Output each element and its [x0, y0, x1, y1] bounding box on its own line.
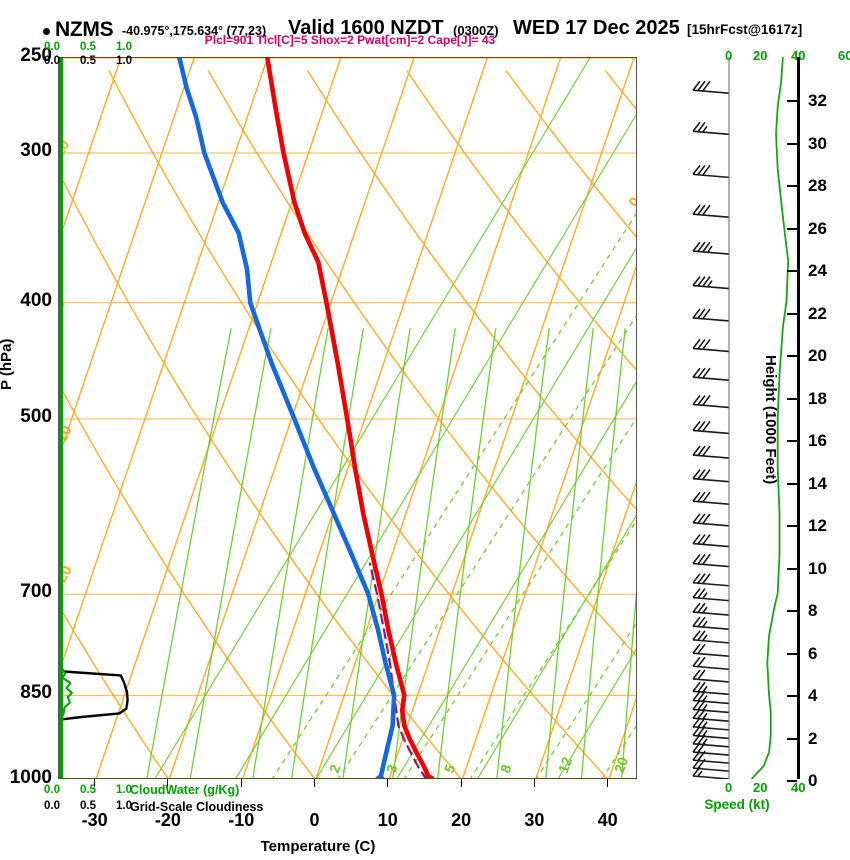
wind-speed-panel — [667, 57, 789, 779]
height-tick-mark — [787, 142, 797, 145]
height-tick-mark — [787, 482, 797, 485]
height-tick-18: 18 — [808, 388, 827, 408]
station-coordinates: -40.975°,175.634° (77,23) — [122, 24, 267, 38]
cloudiness-tick-bot-2: 1.0 — [116, 800, 132, 812]
temperature-tick-mark — [607, 779, 609, 787]
cloudwater-tick-bot-0: 0.0 — [44, 784, 60, 796]
cloudiness-tick-bot-0: 0.0 — [44, 800, 60, 812]
cloudwater-tick-top-0: 0.0 — [44, 41, 60, 53]
height-tick-mark — [787, 355, 797, 358]
temperature-tick-mark — [460, 779, 462, 787]
svg-text:0: 0 — [626, 195, 637, 210]
height-tick-30: 30 — [808, 133, 827, 153]
height-tick-10: 10 — [808, 558, 827, 578]
height-tick-32: 32 — [808, 91, 827, 111]
height-axis-title: Height (1000 Feet) — [762, 355, 779, 485]
temperature-tick-mark — [314, 779, 316, 787]
cloudiness-tick-top-1: 0.5 — [80, 55, 96, 67]
pressure-tick-700: 700 — [20, 581, 52, 603]
pressure-tick-300: 300 — [20, 139, 52, 161]
height-tick-mark — [787, 270, 797, 273]
speed-axis-title: Speed (kt) — [704, 797, 770, 812]
height-tick-26: 26 — [808, 218, 827, 238]
speed-tick-bot-0: 0 — [725, 780, 733, 795]
height-tick-mark — [787, 780, 797, 782]
cloudwater-tick-bot-1: 0.5 — [80, 784, 96, 796]
temperature-tick-20: 20 — [451, 810, 472, 830]
speed-tick-0: 0 — [725, 48, 733, 63]
cloudwater-tick-bot-2: 1.0 — [116, 784, 132, 796]
pressure-tick-400: 400 — [20, 289, 52, 311]
forecast-info: [15hrFcst@1617z] — [687, 22, 803, 37]
station-name: NZMS — [55, 18, 114, 41]
valid-time: Valid 1600 NZDT — [288, 17, 444, 39]
zulu-time: (0300Z) — [453, 23, 499, 38]
svg-text:20: 20 — [611, 755, 631, 775]
temperature-tick-40: 40 — [597, 810, 618, 830]
height-tick-0: 0 — [808, 771, 818, 790]
pressure-tick-1000: 1000 — [9, 767, 52, 788]
temperature-tick-mark — [533, 779, 535, 787]
wind-barb-panel — [667, 57, 736, 779]
height-tick-6: 6 — [808, 643, 818, 663]
height-tick-mark — [787, 695, 797, 698]
speed-tick-40: 40 — [791, 48, 806, 63]
cloudwater-tick-top-2: 1.0 — [116, 41, 132, 53]
temperature-tick-mark — [167, 779, 169, 787]
svg-text:12: 12 — [555, 755, 575, 775]
speed-tick-20: 20 — [753, 48, 768, 63]
header: NZMS -40.975°,175.634° (77,23) Valid 160… — [0, 8, 850, 41]
temperature-tick-mark — [387, 779, 389, 787]
speed-tick-bot-20: 20 — [753, 780, 768, 795]
height-tick-28: 28 — [808, 176, 827, 196]
temperature-tick--30: -30 — [81, 810, 108, 830]
pressure-tick-250: 250 — [20, 45, 52, 66]
pressure-axis-title: P (hPa) — [0, 338, 15, 390]
height-tick-14: 14 — [808, 473, 827, 493]
cloudiness-tick-top-0: 0.0 — [44, 55, 60, 67]
svg-text:0: 0 — [59, 297, 69, 312]
cloudiness-tick-bot-1: 0.5 — [80, 800, 96, 812]
pressure-tick-850: 850 — [20, 682, 52, 704]
station-dot-icon — [43, 28, 50, 35]
cloudwater-tick-top-1: 0.5 — [80, 41, 96, 53]
height-tick-mark — [787, 525, 797, 528]
height-tick-mark — [787, 567, 797, 570]
temperature-axis-title: Temperature (C) — [260, 838, 376, 855]
valid-date: WED 17 Dec 2025 — [513, 17, 680, 39]
temperature-tick-mark — [240, 779, 242, 787]
height-tick-4: 4 — [808, 686, 818, 706]
height-tick-mark — [787, 100, 797, 103]
height-tick-mark — [787, 312, 797, 315]
pressure-tick-500: 500 — [20, 406, 52, 427]
cloudwater-title: CloudWater (g/Kg) — [130, 783, 240, 797]
sounding-parameters: Plcl=901 Tlcl[C]=5 Shox=2 Pwat[cm]=2 Cap… — [204, 33, 496, 47]
height-tick-mark — [787, 185, 797, 188]
height-axis-line — [797, 57, 800, 779]
skewt-plot-area: 100-10-200103023581220 — [58, 57, 637, 779]
temperature-tick--10: -10 — [228, 810, 255, 830]
height-tick-24: 24 — [808, 261, 827, 281]
temperature-tick-0: 0 — [309, 810, 320, 830]
height-tick-16: 16 — [808, 431, 827, 451]
height-tick-12: 12 — [808, 516, 827, 536]
temperature-tick-mark — [94, 779, 96, 787]
height-tick-20: 20 — [808, 346, 827, 366]
height-tick-mark — [787, 440, 797, 443]
height-tick-8: 8 — [808, 601, 818, 621]
speed-tick-60: 60 — [838, 48, 850, 63]
height-tick-22: 22 — [808, 303, 827, 323]
temperature-tick-10: 10 — [377, 810, 398, 830]
height-tick-mark — [787, 737, 797, 740]
height-tick-mark — [787, 610, 797, 613]
temperature-tick--20: -20 — [154, 810, 181, 830]
cloudiness-title: Grid-Scale Cloudiness — [130, 800, 264, 814]
cloudiness-tick-top-2: 1.0 — [116, 55, 132, 67]
height-tick-mark — [787, 397, 797, 400]
height-tick-2: 2 — [808, 728, 818, 748]
height-tick-mark — [787, 652, 797, 655]
height-tick-mark — [787, 227, 797, 230]
temperature-tick-30: 30 — [524, 810, 545, 830]
speed-tick-bot-40: 40 — [791, 780, 806, 795]
